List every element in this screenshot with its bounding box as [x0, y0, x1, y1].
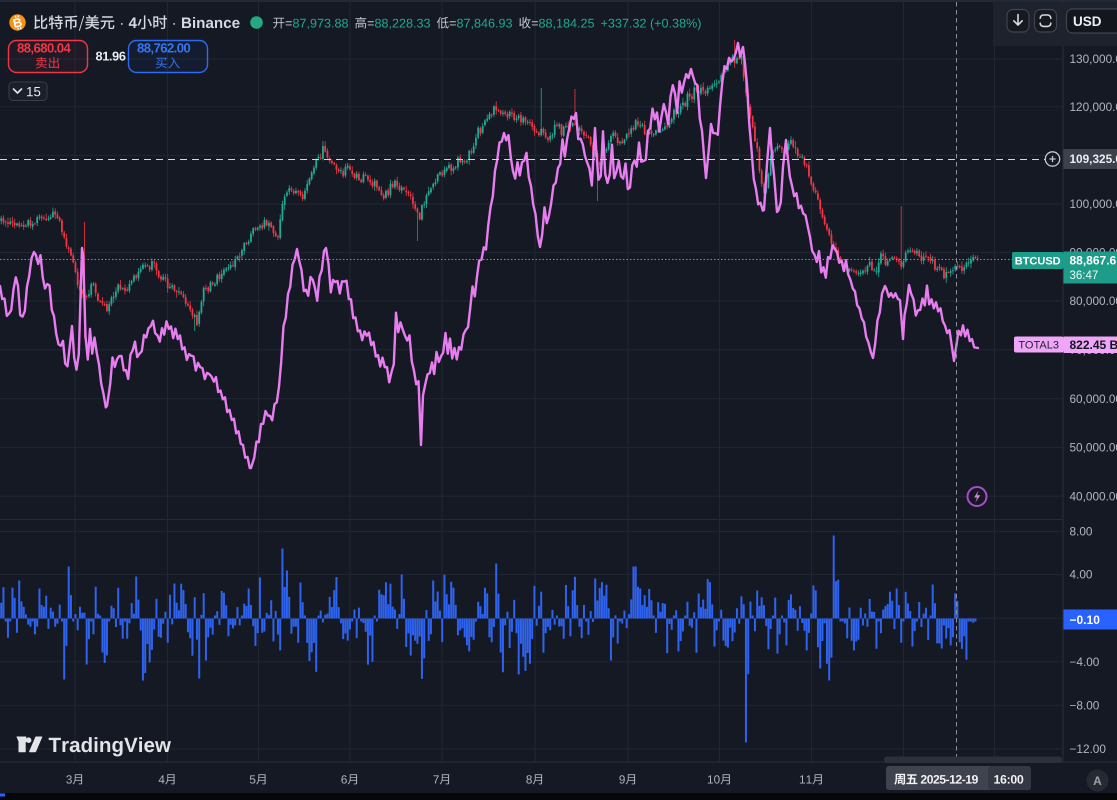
svg-text:A: A	[1093, 774, 1102, 788]
svg-text:88,867.6: 88,867.6	[1070, 254, 1117, 268]
svg-text:−8.00: −8.00	[1070, 699, 1100, 713]
svg-text:8.00: 8.00	[1070, 525, 1093, 539]
svg-text:40,000.00: 40,000.00	[1070, 489, 1117, 503]
svg-text:109,325.00: 109,325.00	[1070, 152, 1117, 166]
svg-text:−0.10: −0.10	[1070, 613, 1101, 627]
svg-text:120,000.00: 120,000.00	[1070, 100, 1117, 114]
svg-text:−12.00: −12.00	[1070, 742, 1107, 756]
svg-text:−4.00: −4.00	[1070, 655, 1100, 669]
svg-text:TOTAL3: TOTAL3	[1018, 340, 1059, 352]
svg-text:100,000.00: 100,000.00	[1070, 197, 1117, 211]
svg-text:B: B	[12, 15, 24, 31]
svg-text:130,000.00: 130,000.00	[1070, 52, 1117, 66]
svg-text:60,000.00: 60,000.00	[1070, 392, 1117, 406]
svg-text:BTCUSD: BTCUSD	[1015, 255, 1061, 267]
svg-text:USD: USD	[1073, 14, 1102, 29]
svg-text:50,000.00: 50,000.00	[1070, 441, 1117, 455]
svg-text:80,000.00: 80,000.00	[1070, 294, 1117, 308]
svg-text:36:47: 36:47	[1070, 270, 1099, 282]
svg-text:822.45 B: 822.45 B	[1070, 338, 1117, 352]
svg-text:4.00: 4.00	[1070, 568, 1093, 582]
